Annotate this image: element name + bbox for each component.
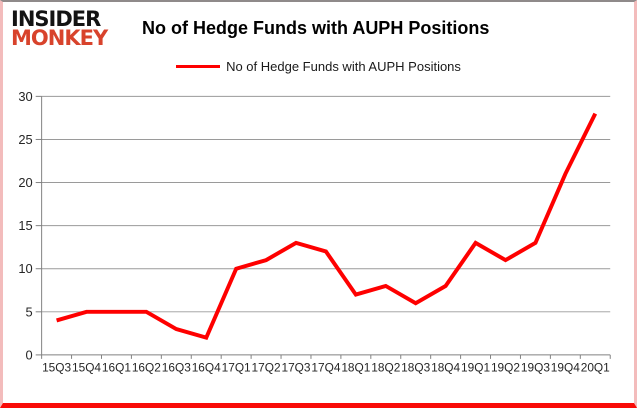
x-axis-label: 16Q4 [192, 361, 221, 375]
logo-text-insider: INSIDER [11, 7, 101, 31]
x-axis-label: 20Q1 [581, 361, 610, 375]
y-axis-label: 30 [18, 89, 32, 104]
logo-text-monkey: MONKEY [11, 26, 108, 51]
x-axis-label: 17Q1 [222, 361, 251, 375]
legend: No of Hedge Funds with AUPH Positions [3, 59, 634, 74]
y-axis-label: 0 [26, 347, 33, 362]
plot-area: 0 5 10 15 20 25 30 15Q3 15Q4 16Q1 16Q2 16Q3 16Q4 17Q1… [18, 89, 611, 375]
x-axis-label: 16Q3 [162, 361, 191, 375]
y-axis-label: 25 [18, 132, 32, 147]
x-axis-label: 15Q4 [72, 361, 101, 375]
legend-line-icon [176, 65, 221, 68]
x-axis-label: 15Q3 [42, 361, 71, 375]
x-axis-label: 17Q2 [252, 361, 281, 375]
insider-monkey-logo: INSIDER MONKEY [11, 7, 108, 51]
x-axis-label: 18Q4 [431, 361, 460, 375]
y-axis-label: 15 [18, 218, 32, 233]
x-axis-label: 19Q4 [551, 361, 580, 375]
x-axis-label: 16Q2 [132, 361, 161, 375]
x-axis-label: 18Q1 [341, 361, 370, 375]
x-axis-label: 17Q3 [281, 361, 310, 375]
x-axis-label: 18Q3 [401, 361, 430, 375]
x-axis-label: 17Q4 [311, 361, 340, 375]
x-axis-label: 16Q1 [102, 361, 131, 375]
y-axis-label: 5 [26, 304, 33, 319]
series-line [56, 112, 598, 341]
x-axis-label: 18Q2 [371, 361, 400, 375]
y-axis-label: 20 [18, 175, 32, 190]
legend-label: No of Hedge Funds with AUPH Positions [226, 59, 461, 74]
x-axis-label: 19Q2 [491, 361, 520, 375]
y-axis-label: 10 [18, 261, 32, 276]
x-axis-label: 19Q3 [521, 361, 550, 375]
x-axis-label: 19Q1 [461, 361, 490, 375]
chart-title: No of Hedge Funds with AUPH Positions [142, 18, 490, 38]
